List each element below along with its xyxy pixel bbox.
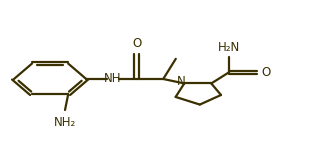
Text: H₂N: H₂N bbox=[217, 41, 240, 54]
Text: NH: NH bbox=[104, 73, 122, 85]
Text: N: N bbox=[178, 75, 186, 88]
Text: O: O bbox=[132, 37, 141, 50]
Text: NH₂: NH₂ bbox=[54, 116, 76, 129]
Text: O: O bbox=[262, 66, 271, 79]
